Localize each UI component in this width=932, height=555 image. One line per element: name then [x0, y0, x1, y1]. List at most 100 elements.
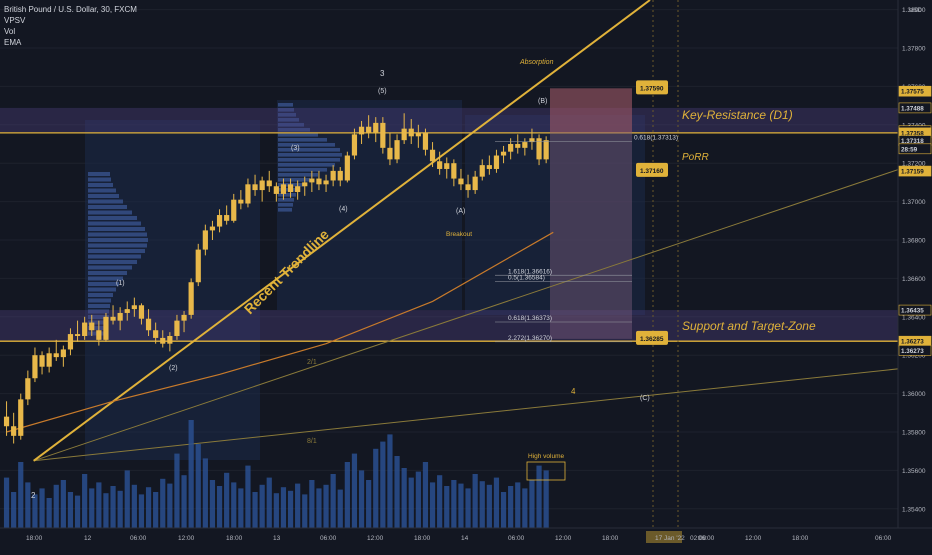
candle-body — [60, 349, 66, 358]
price-tag — [898, 85, 932, 97]
volume-profile-bar — [88, 216, 137, 220]
volume-bar — [351, 453, 358, 528]
fan-line-2-1 — [33, 168, 901, 462]
fib-level-label: 0.5(1.36584) — [508, 274, 545, 281]
volume-profile-bar — [88, 298, 111, 303]
volume-bar — [287, 490, 294, 528]
volume-bar — [273, 493, 279, 528]
x-axis-tick-label: 18:00 — [226, 535, 243, 542]
volume-profile-bar — [278, 153, 342, 157]
x-axis-tick-label: 18:00 — [26, 535, 43, 542]
volume-profile-bar — [88, 287, 116, 292]
volume-profile-bar — [278, 178, 310, 182]
candle-body — [422, 132, 429, 150]
candle-body — [131, 305, 137, 310]
volume-bar — [160, 478, 166, 528]
indicator-vol[interactable]: Vol — [4, 27, 16, 36]
y-axis-tick-label: 1.36200 — [902, 353, 926, 360]
volume-profile-bar — [278, 128, 310, 132]
price-zone — [0, 107, 898, 133]
volume-bar — [437, 475, 443, 528]
volume-bar — [309, 480, 315, 528]
volume-profile-bar — [88, 254, 141, 259]
volume-bar — [153, 492, 159, 528]
annotation-label: (B) — [538, 98, 547, 105]
price-tag-label: 1.37318 — [901, 138, 924, 145]
volume-bar — [174, 453, 180, 528]
volume-bar — [124, 470, 130, 528]
volume-bar — [103, 493, 109, 528]
volume-bar — [415, 471, 421, 528]
candle-body — [82, 322, 88, 336]
volume-profile-bar — [278, 208, 292, 212]
indicator-vpsv[interactable]: VPSV — [4, 16, 26, 25]
price-tag-label: 1.37488 — [901, 105, 924, 112]
volume-profile-bar — [278, 138, 327, 142]
candle-body — [238, 199, 244, 204]
y-axis-tick-label: 1.36400 — [902, 314, 926, 321]
y-axis-tick-label: 1.38000 — [902, 7, 926, 14]
volume-bar — [209, 480, 216, 528]
volume-bar — [479, 481, 485, 528]
candle-body — [153, 330, 159, 338]
volume-bar — [458, 483, 464, 528]
volume-bar — [500, 492, 507, 528]
candle-body — [181, 314, 187, 321]
x-axis-tick-label: 06:00 — [508, 535, 525, 542]
candle-body — [202, 230, 208, 250]
volume-bar — [181, 475, 187, 528]
volume-bar — [238, 488, 244, 528]
annotation-label: 8/1 — [307, 438, 317, 445]
x-axis-tick-label: 14 — [461, 535, 469, 542]
volume-bar — [11, 492, 17, 528]
volume-profile-bar — [278, 168, 327, 172]
volume-profile-bar — [278, 203, 293, 207]
volume-bar — [422, 462, 429, 528]
candle-body — [245, 184, 251, 204]
candle-body — [110, 316, 116, 321]
x-axis-tick-label: 06:00 — [875, 535, 892, 542]
candle-body — [323, 180, 329, 185]
price-box-label: 1.37590 — [640, 85, 664, 92]
price-tag — [898, 102, 932, 114]
annotation-label: Absorption — [519, 59, 554, 66]
volume-bar — [167, 483, 173, 528]
candle-body — [39, 355, 45, 367]
x-axis-tick-label: 06:00 — [320, 535, 337, 542]
recent-trendline — [33, 0, 651, 462]
volume-bar — [39, 488, 45, 528]
annotation-label: (1) — [116, 280, 125, 287]
x-axis-tick-label: 06:00 — [130, 535, 147, 542]
price-tag-label: 1.36273 — [901, 348, 924, 355]
high-volume-box — [526, 461, 566, 481]
x-axis-tick-label: 12:00 — [745, 535, 762, 542]
annotation-label: (4) — [339, 206, 348, 213]
volume-bar — [145, 487, 152, 528]
candle-body — [74, 334, 81, 336]
volume-bar — [515, 482, 521, 528]
candle-body — [195, 249, 201, 283]
ema-line — [6, 231, 554, 433]
price-tag-label: 28:59 — [901, 146, 918, 153]
y-axis-tick-label: 1.36000 — [902, 391, 926, 398]
volume-profile-bar — [278, 113, 296, 117]
candle-body — [373, 122, 379, 133]
candle-body — [46, 353, 52, 367]
fib-level-label: 1.618(1.36616) — [508, 268, 552, 275]
price-box — [636, 330, 668, 345]
volume-bar — [74, 495, 81, 528]
volume-bar — [18, 462, 24, 528]
volume-profile-bar — [88, 232, 147, 237]
volume-bar — [344, 462, 350, 528]
indicator-ema[interactable]: EMA — [4, 38, 22, 47]
volume-bar — [373, 448, 379, 528]
candle-body — [11, 426, 17, 436]
candle-body — [330, 170, 336, 181]
y-axis-tick-label: 1.37000 — [902, 199, 926, 206]
volume-bar — [117, 490, 123, 528]
candle-body — [287, 184, 294, 192]
candle-body — [3, 416, 10, 427]
volume-bar — [323, 484, 329, 528]
